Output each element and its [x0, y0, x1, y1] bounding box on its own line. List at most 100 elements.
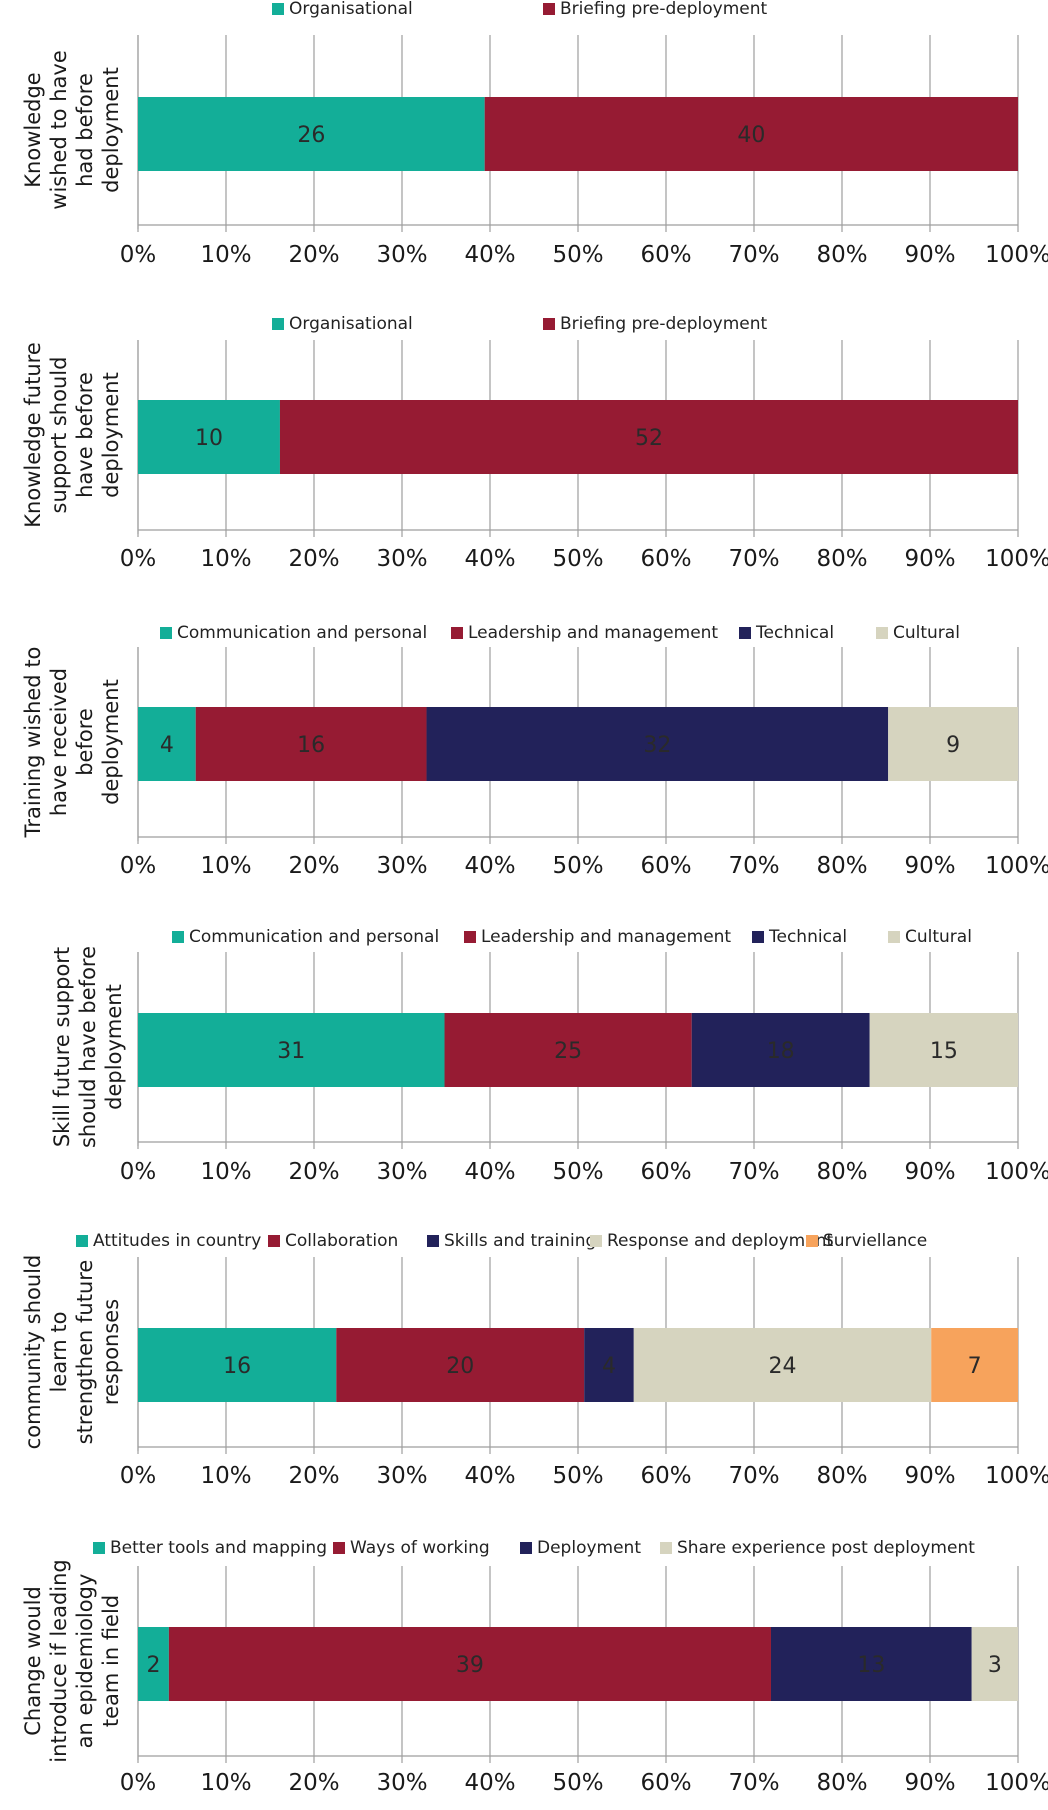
x-tick-label: 50%: [552, 242, 603, 268]
legend-label: Attitudes in country: [93, 1231, 261, 1251]
x-tick-label: 90%: [904, 853, 955, 879]
x-tick-label: 50%: [552, 853, 603, 879]
x-tick-label: 70%: [728, 1159, 779, 1185]
data-label: 9: [946, 733, 960, 758]
x-tick-label: 0%: [120, 546, 157, 572]
legend-label: Skills and training: [444, 1231, 596, 1251]
data-label: 52: [635, 426, 663, 451]
chart-panel-5: 0% 10% 20% 30% 40% 50% 60% 70% 80% 90% 100% 16 20 4 24…: [21, 1231, 1048, 1489]
data-label: 16: [223, 1354, 251, 1379]
legend-label: Briefing pre-deployment: [560, 0, 768, 19]
y-axis-label-line: deployment: [99, 372, 123, 498]
x-tick-label: 90%: [904, 1463, 955, 1489]
legend-swatch: [272, 3, 284, 15]
y-axis-label-line: introduce if leading: [47, 1559, 71, 1763]
x-tick-label: 70%: [728, 242, 779, 268]
data-label: 26: [297, 123, 325, 148]
legend-label: Better tools and mapping: [110, 1538, 327, 1558]
x-tick-label: 50%: [552, 1463, 603, 1489]
bar-segment: [691, 1013, 870, 1087]
bar-segment: [138, 400, 280, 474]
x-tick-label: 40%: [464, 1159, 515, 1185]
x-tick-label: 90%: [904, 1159, 955, 1185]
x-tick-label: 20%: [288, 853, 339, 879]
y-axis-label-line: before: [73, 708, 97, 776]
data-label: 7: [968, 1354, 982, 1379]
y-axis-label-line: have before: [73, 372, 97, 498]
bar-segment: [633, 1328, 932, 1402]
x-tick-label: 10%: [200, 1770, 251, 1796]
x-tick-label: 100%: [985, 1770, 1048, 1796]
legend-swatch: [543, 318, 555, 330]
data-label: 40: [737, 123, 765, 148]
y-axis-label: Knowledge wished to have had before deploym…: [21, 50, 123, 209]
x-tick-label: 60%: [640, 853, 691, 879]
y-axis-label-line: deployment: [102, 984, 126, 1110]
legend-label: Organisational: [289, 314, 413, 334]
legend-swatch: [520, 1542, 532, 1554]
x-tick-label: 10%: [200, 546, 251, 572]
data-label: 32: [643, 733, 671, 758]
x-tick-label: 90%: [904, 1770, 955, 1796]
legend-swatch: [76, 1235, 88, 1247]
x-tick-label: 0%: [120, 1463, 157, 1489]
y-axis-label-line: learn to: [47, 1312, 71, 1393]
legend-swatch: [543, 3, 555, 15]
x-tick-label: 50%: [552, 1159, 603, 1185]
x-tick-label: 70%: [728, 1463, 779, 1489]
x-tick-label: 80%: [816, 1159, 867, 1185]
x-tick-label: 0%: [120, 1770, 157, 1796]
y-axis-label-line: Skill future support: [50, 947, 74, 1147]
y-axis-label-line: responses: [99, 1299, 123, 1405]
y-axis-label-line: an epidemiology: [73, 1574, 97, 1749]
y-axis-label: community should learn to strengthen futur…: [21, 1255, 123, 1450]
x-tick-label: 30%: [376, 1159, 427, 1185]
legend-label: Ways of working: [350, 1538, 490, 1558]
legend-swatch: [876, 627, 888, 639]
legend-swatch: [160, 627, 172, 639]
x-tick-label: 50%: [552, 546, 603, 572]
y-axis-label-line: have received: [47, 668, 71, 816]
x-tick-label: 100%: [985, 853, 1048, 879]
x-tick-label: 0%: [120, 853, 157, 879]
data-label: 20: [446, 1354, 474, 1379]
legend-label: Deployment: [537, 1538, 641, 1558]
bar-segment: [888, 707, 1018, 781]
legend-swatch: [93, 1542, 105, 1554]
bar-segment: [584, 1328, 634, 1402]
legend-swatch: [739, 627, 751, 639]
x-tick-label: 100%: [985, 546, 1048, 572]
y-axis-label: Training wished to have received before dep…: [21, 647, 123, 839]
legend-label: Cultural: [893, 623, 960, 643]
y-axis-label-line: community should: [21, 1255, 45, 1450]
legend-label: Leadership and management: [468, 623, 718, 643]
legend-label: Collaboration: [285, 1231, 398, 1251]
data-label: 10: [195, 426, 223, 451]
legend-label: Organisational: [289, 0, 413, 19]
data-label: 24: [769, 1354, 797, 1379]
bar-segment: [138, 97, 485, 171]
bar-segment: [426, 707, 889, 781]
x-tick-label: 40%: [464, 1770, 515, 1796]
x-tick-label: 80%: [816, 546, 867, 572]
x-tick-label: 80%: [816, 853, 867, 879]
bar-segment: [168, 1627, 771, 1701]
x-tick-label: 60%: [640, 1770, 691, 1796]
chart-panel-2: 0% 10% 20% 30% 40% 50% 60% 70% 80% 90% 100% 10 52 Org…: [21, 314, 1048, 572]
data-label: 2: [146, 1653, 160, 1678]
y-axis-label-line: deployment: [99, 679, 123, 805]
bar-segment: [336, 1328, 585, 1402]
data-label: 15: [930, 1039, 958, 1064]
x-tick-label: 20%: [288, 242, 339, 268]
legend-swatch: [268, 1235, 280, 1247]
y-axis-label: Knowledge future support should have befor…: [21, 342, 123, 527]
bar-segment: [869, 1013, 1018, 1087]
y-axis-label-line: support should: [47, 357, 71, 514]
y-axis-label-line: Knowledge future: [21, 342, 45, 527]
y-axis-label-line: team in field: [99, 1595, 123, 1727]
bar-segment: [195, 707, 427, 781]
legend-swatch: [172, 931, 184, 943]
x-tick-label: 70%: [728, 1770, 779, 1796]
legend-label: Cultural: [905, 927, 972, 947]
